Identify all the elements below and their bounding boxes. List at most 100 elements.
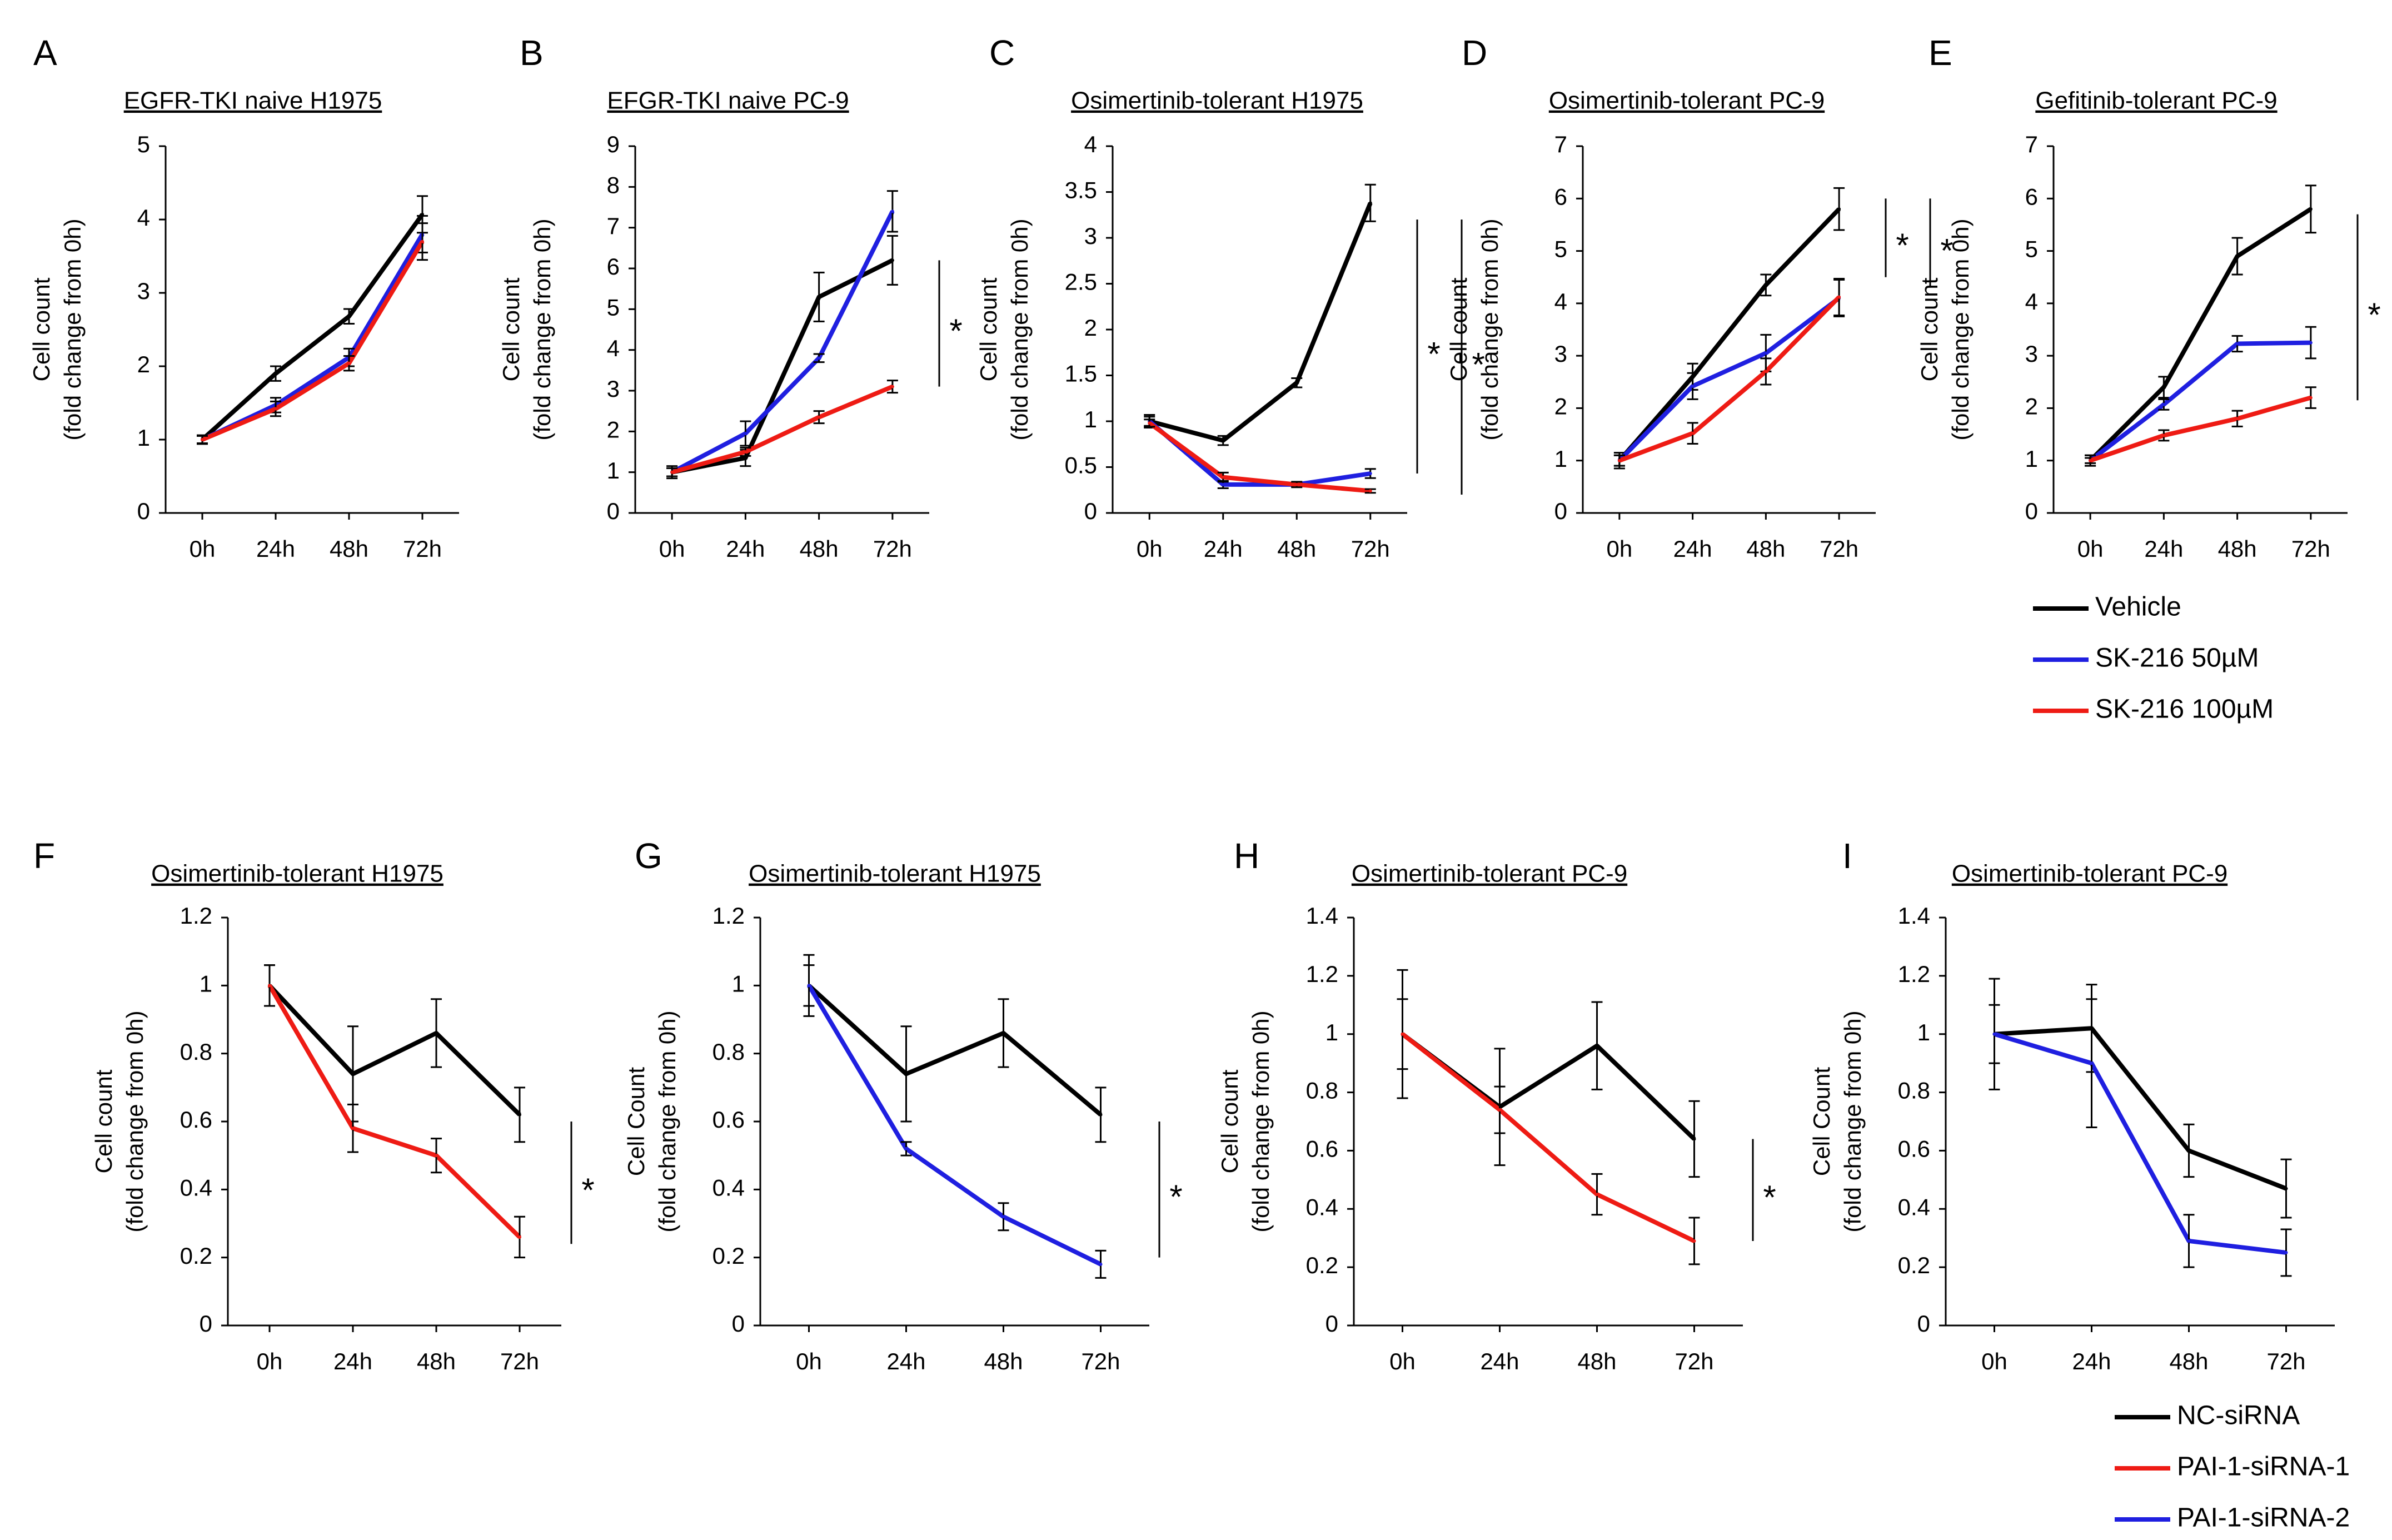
panel-i-series-1-point bbox=[2284, 1187, 2288, 1190]
panel-b-series-3-point bbox=[670, 470, 674, 474]
panel-g-y-tick-label: 0.8 bbox=[712, 1039, 745, 1065]
panel-d-series-3-point bbox=[1764, 370, 1768, 373]
panel-g-y-tick-label: 1 bbox=[732, 970, 745, 996]
panel-b-series-1-point bbox=[890, 258, 894, 262]
panel-e-series-2-point bbox=[2162, 402, 2166, 406]
panel-b-y-tick-label: 1 bbox=[607, 457, 620, 484]
panel-c-series-2-point bbox=[1221, 482, 1225, 486]
panel-b-y-tick-label: 2 bbox=[607, 416, 620, 442]
panel-f-y-tick-label: 0.2 bbox=[180, 1243, 212, 1269]
panel-i-series-2-point bbox=[1992, 1032, 1996, 1036]
panel-e-series-2-point bbox=[2309, 341, 2313, 345]
panel-g-x-tick-label: 24h bbox=[886, 1348, 925, 1374]
panel-e-y-tick-label: 6 bbox=[2025, 183, 2038, 210]
panel-d-series-3-line bbox=[1618, 295, 1841, 463]
panel-d-y-tick-label: 7 bbox=[1554, 131, 1567, 157]
panel-h-letter: H bbox=[1234, 836, 1259, 876]
panel-b-x-tick-label: 24h bbox=[726, 536, 765, 562]
panel-h-x-tick-label: 72h bbox=[1675, 1348, 1713, 1374]
panel-h-y-tick-label: 0.4 bbox=[1306, 1194, 1338, 1220]
panel-f-x-tick-label: 72h bbox=[500, 1348, 539, 1374]
panel-a-y-tick-label: 1 bbox=[137, 425, 150, 451]
panel-b-x-tick-label: 0h bbox=[659, 536, 685, 562]
panel-a-series-3-point bbox=[274, 407, 277, 411]
panel-b-x-tick-label: 72h bbox=[873, 536, 912, 562]
panel-c-y-tick-label: 1 bbox=[1084, 406, 1097, 432]
legend-sirna-label: PAI-1-siRNA-2 bbox=[2177, 1503, 2350, 1533]
panel-e-series-1-point bbox=[2309, 207, 2313, 211]
panel-d-series-1-line bbox=[1617, 207, 1841, 462]
panel-c-significance-marker: * bbox=[1427, 335, 1440, 372]
panel-d-y-tick-label: 4 bbox=[1554, 288, 1567, 315]
panel-b-series-2-point bbox=[890, 210, 894, 213]
panel-h-y-tick-label: 0.2 bbox=[1306, 1252, 1338, 1278]
panel-f-series-2-point bbox=[351, 1127, 355, 1130]
panel-c-series-1-point bbox=[1221, 438, 1225, 442]
panel-f-y-axis-label: Cell count bbox=[91, 1069, 117, 1173]
panel-e-series-3-point bbox=[2309, 396, 2313, 400]
panel-i-series-2-line bbox=[1994, 1031, 2286, 1255]
panel-f-y-tick-label: 0.6 bbox=[180, 1107, 212, 1133]
panel-d-y-tick-label: 3 bbox=[1554, 341, 1567, 367]
panel-i-series-1-line bbox=[1994, 1026, 2287, 1191]
panel-h-series-2-point bbox=[1595, 1193, 1599, 1197]
panel-e-y-tick-label: 5 bbox=[2025, 236, 2038, 262]
panel-c-y-axis-label: Cell count bbox=[975, 277, 1001, 381]
panel-i-y-tick-label: 1.4 bbox=[1898, 903, 1930, 929]
panel-h-series-2-point bbox=[1498, 1108, 1502, 1112]
panel-d-y-tick-label: 5 bbox=[1554, 236, 1567, 262]
panel-i-y-axis-label: (fold change from 0h) bbox=[1840, 1010, 1866, 1232]
panel-c-letter: C bbox=[989, 33, 1015, 73]
panel-f-x-tick-label: 0h bbox=[257, 1348, 283, 1374]
panel-e-series-3-line bbox=[2089, 395, 2311, 463]
panel-g-series-2-point bbox=[807, 984, 811, 988]
panel-h-x-tick-label: 0h bbox=[1389, 1348, 1416, 1374]
panel-c-x-tick-label: 48h bbox=[1277, 536, 1316, 562]
chart-panel-i: I Osimertinib-tolerant PC-9 0 0.2 0.4 0.6 0.8 1… bbox=[1808, 836, 2335, 1374]
panel-g-series-1-point bbox=[1099, 1113, 1103, 1117]
panel-i-y-tick-label: 0.8 bbox=[1898, 1078, 1930, 1104]
panel-b-letter: B bbox=[520, 33, 544, 73]
panel-d-series-3-point bbox=[1837, 295, 1841, 299]
panel-e-y-tick-label: 4 bbox=[2025, 288, 2038, 315]
panel-i-y-tick-label: 1.2 bbox=[1898, 961, 1930, 987]
panel-c-series-1-point bbox=[1295, 381, 1299, 385]
panel-g-x-tick-label: 48h bbox=[984, 1348, 1023, 1374]
chart-panel-e: E Gefitinib-tolerant PC-9 0 1 2 3 4 5 6 7 0h 24h 48h… bbox=[1916, 33, 2381, 562]
panel-a-y-tick-label: 5 bbox=[137, 131, 150, 157]
panel-c-y-tick-label: 1.5 bbox=[1065, 361, 1097, 387]
panel-a-y-tick-label: 3 bbox=[137, 278, 150, 304]
panel-b-series-3-line bbox=[671, 384, 894, 475]
panel-i-title: Osimertinib-tolerant PC-9 bbox=[1952, 860, 2227, 888]
panel-i-series-2-point bbox=[2187, 1239, 2191, 1243]
panel-h-y-axis-label: (fold change from 0h) bbox=[1248, 1010, 1274, 1232]
panel-h-y-tick-label: 0.6 bbox=[1306, 1136, 1338, 1162]
panel-g-y-tick-label: 0.4 bbox=[712, 1174, 745, 1200]
legend-treatment-label: Vehicle bbox=[2095, 592, 2181, 622]
panel-e-series-1-line bbox=[2089, 207, 2313, 462]
panel-d-y-tick-label: 1 bbox=[1554, 446, 1567, 472]
panel-g-series-2-point bbox=[1001, 1215, 1005, 1219]
panel-a-series-3-point bbox=[347, 361, 351, 365]
panel-a-letter: A bbox=[33, 33, 57, 73]
panel-f-x-tick-label: 48h bbox=[417, 1348, 456, 1374]
chart-panel-d: D Osimertinib-tolerant PC-9 0 1 2 3 4 5 6 7 0h 24h 4… bbox=[1446, 33, 1954, 562]
chart-panel-b: B EFGR-TKI naive PC-9 0 1 2 3 4 5 6 7 8 9 0h 24h 48h 72… bbox=[498, 33, 963, 562]
panel-f-y-axis-label: (fold change from 0h) bbox=[122, 1010, 148, 1232]
panel-g-y-tick-label: 0 bbox=[732, 1310, 745, 1337]
panel-c-y-tick-label: 3.5 bbox=[1065, 177, 1097, 203]
panel-h-series-1-line bbox=[1401, 1032, 1696, 1141]
legend-treatment: Vehicle SK-216 50µM SK-216 100µM bbox=[2033, 592, 2274, 724]
panel-h-series-1-point bbox=[1692, 1137, 1696, 1141]
legend-treatment-label: SK-216 50µM bbox=[2095, 644, 2259, 673]
panel-b-y-axis-label: (fold change from 0h) bbox=[529, 218, 555, 440]
panel-g-x-tick-label: 0h bbox=[796, 1348, 822, 1374]
panel-a-x-tick-label: 48h bbox=[330, 536, 368, 562]
panel-g-significance-marker: * bbox=[1169, 1178, 1182, 1215]
panel-b-y-axis-label: Cell count bbox=[498, 277, 524, 381]
panel-e-y-tick-label: 3 bbox=[2025, 341, 2038, 367]
panel-d-series-2-point bbox=[1691, 384, 1695, 388]
panel-f-y-tick-label: 0.4 bbox=[180, 1174, 212, 1200]
panel-c-y-tick-label: 0 bbox=[1084, 498, 1097, 524]
panel-d-series-3-point bbox=[1691, 431, 1695, 435]
